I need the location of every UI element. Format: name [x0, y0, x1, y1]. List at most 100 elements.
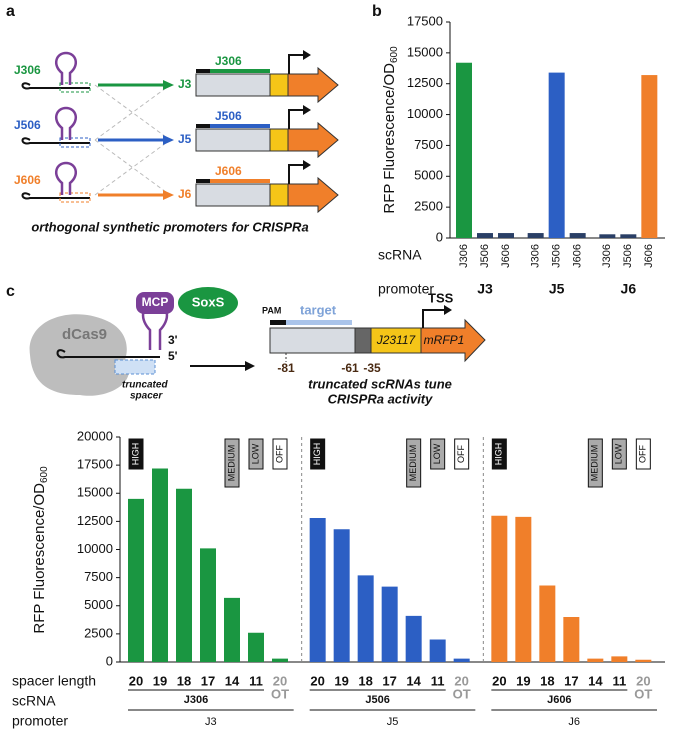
scrna-label: J606 — [547, 694, 571, 706]
y-tick-label: 5000 — [84, 597, 113, 612]
level-label: MEDIUM — [408, 445, 418, 482]
bar — [491, 515, 508, 662]
panel-label: b — [372, 3, 382, 20]
level-label: LOW — [432, 443, 442, 464]
promoter-box — [195, 128, 271, 152]
bar — [611, 656, 628, 662]
promoter-label: J6 — [568, 716, 580, 728]
bar — [539, 585, 556, 662]
y-tick-label: 7500 — [414, 137, 443, 152]
arrowhead — [163, 80, 174, 90]
row-label: promoter — [378, 281, 434, 297]
row-label: scRNA — [378, 247, 422, 263]
mcp-label: MCP — [142, 295, 169, 309]
site-bar — [210, 124, 270, 128]
promoter-box — [195, 183, 271, 207]
level-label: MEDIUM — [226, 445, 236, 482]
reporter-arrow — [287, 121, 339, 159]
y-tick-label: 17500 — [77, 457, 113, 472]
promoter-region — [269, 327, 356, 354]
end-label: 3' — [168, 333, 178, 347]
level-label: OFF — [456, 445, 466, 463]
bar — [224, 597, 240, 662]
reporter-arrow — [420, 318, 486, 363]
core-box — [269, 128, 289, 152]
level-label: HIGH — [494, 443, 504, 466]
guide-label: J606 — [14, 173, 41, 187]
reporter-label: mRFP1 — [424, 333, 465, 347]
spacer-note: spacer — [130, 391, 163, 402]
scrna-label: J306 — [184, 694, 208, 706]
position-label: -81 — [277, 361, 295, 375]
x-tick-label: 20 — [636, 673, 650, 688]
level-label: LOW — [250, 443, 260, 464]
level-box — [128, 438, 144, 470]
level-label: OFF — [274, 445, 284, 463]
pam-bar — [196, 124, 210, 128]
core-box — [269, 183, 289, 207]
arrowhead — [303, 105, 311, 115]
promoter-label: J6 — [178, 187, 192, 201]
x-tick-label: 20 — [310, 673, 324, 688]
pam-bar — [196, 179, 210, 183]
x-tick-label: 17 — [382, 673, 396, 688]
site-label: J606 — [215, 164, 242, 178]
bar — [599, 234, 616, 238]
x-tick-label: J606 — [643, 244, 655, 268]
position-label: -61 — [341, 361, 359, 375]
y-tick-label: 12500 — [77, 513, 113, 528]
spacer-note: truncated — [122, 380, 168, 391]
y-tick-label: 2500 — [414, 199, 443, 214]
hairpin — [54, 51, 78, 85]
panel-label: c — [6, 283, 15, 300]
bar — [548, 72, 565, 238]
x-tick-label: 18 — [540, 673, 554, 688]
caption: CRISPRa activity — [328, 391, 434, 406]
x-tick-label: J606 — [500, 244, 512, 268]
site-label: J306 — [215, 54, 242, 68]
x-tick-label: J306 — [530, 244, 542, 268]
bar — [527, 233, 544, 238]
level-box — [406, 438, 422, 488]
tss-arrow — [288, 54, 305, 74]
group-label: J6 — [621, 281, 637, 297]
arrowhead — [163, 190, 174, 200]
y-tick-label: 20000 — [77, 428, 113, 443]
y-tick-label: 10000 — [77, 541, 113, 556]
caption: orthogonal synthetic promoters for CRISP… — [31, 219, 308, 234]
scrna-strand — [56, 349, 160, 359]
scrna-icon — [21, 137, 90, 145]
x-tick-label: 18 — [177, 673, 191, 688]
x-tick-label: J506 — [622, 244, 634, 268]
arrowhead — [163, 135, 174, 145]
hairpin — [54, 106, 78, 140]
level-box — [224, 438, 240, 488]
level-box — [430, 438, 446, 470]
y-axis-label: RFP Fluorescence/OD600 — [381, 46, 400, 214]
soxs-shape — [178, 287, 238, 319]
group-label: J5 — [549, 281, 565, 297]
bar — [563, 617, 580, 662]
bar — [333, 529, 350, 662]
reporter-arrow — [287, 176, 339, 214]
bar — [248, 632, 264, 662]
x-tick-label: 20 — [492, 673, 506, 688]
j23117-box — [370, 327, 422, 354]
bar — [620, 234, 637, 238]
bar — [128, 498, 144, 662]
bar — [429, 639, 446, 662]
tss-label: TSS — [428, 290, 454, 305]
x-tick-label: J506 — [479, 244, 491, 268]
arrowhead — [303, 50, 311, 60]
y-tick-label: 10000 — [407, 106, 443, 121]
x-tick-label: 17 — [564, 673, 578, 688]
row-label: spacer length — [12, 673, 96, 689]
ot-label: OT — [453, 686, 471, 701]
x-tick-label: 14 — [588, 673, 603, 688]
promoter-label: J5 — [387, 716, 399, 728]
bar — [200, 548, 216, 662]
y-tick-label: 0 — [436, 229, 443, 244]
x-tick-label: J506 — [551, 244, 563, 268]
target-label: target — [300, 302, 337, 317]
